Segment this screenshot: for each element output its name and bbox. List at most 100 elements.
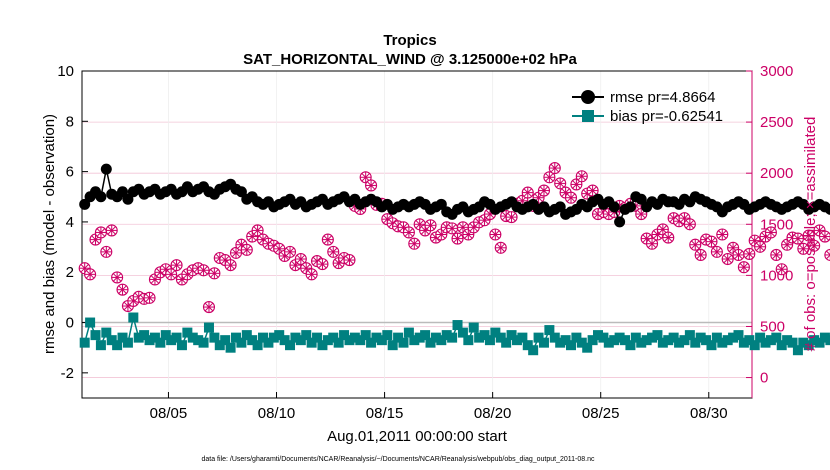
bias-marker xyxy=(263,337,274,348)
bias-marker xyxy=(312,332,323,343)
bias-marker xyxy=(230,332,241,343)
right-tick-label: 500 xyxy=(760,318,785,335)
obs-cross-a xyxy=(826,250,830,256)
obs-marker xyxy=(240,243,253,256)
bias-marker xyxy=(679,335,690,346)
bias-marker xyxy=(420,330,431,341)
bias-marker xyxy=(160,330,171,341)
bias-marker xyxy=(182,327,193,338)
left-tick-label: -2 xyxy=(61,365,74,382)
bias-marker xyxy=(322,335,333,346)
bias-marker xyxy=(744,335,755,346)
bias-marker xyxy=(657,337,668,348)
obs-marker xyxy=(802,229,815,242)
bias-marker xyxy=(533,332,544,343)
obs-marker xyxy=(521,186,534,199)
legend-rmse-marker xyxy=(581,90,595,104)
bias-marker xyxy=(247,335,258,346)
bias-marker xyxy=(317,340,328,351)
bias-marker xyxy=(819,332,830,343)
bias-marker xyxy=(717,337,728,348)
rmse-marker xyxy=(624,201,636,213)
bias-marker xyxy=(771,332,782,343)
obs-marker xyxy=(770,248,783,261)
bias-marker xyxy=(457,327,468,338)
bias-marker xyxy=(474,332,485,343)
obs-marker xyxy=(494,241,507,254)
bias-marker xyxy=(371,332,382,343)
bias-marker xyxy=(106,335,117,346)
bias-marker xyxy=(155,337,166,348)
bias-marker xyxy=(647,332,658,343)
footnote: data file: /Users/gharamti/Documents/NCA… xyxy=(201,456,595,463)
rmse-marker xyxy=(824,203,830,215)
bias-marker xyxy=(376,335,387,346)
obs-marker xyxy=(554,177,567,190)
bias-marker xyxy=(728,332,739,343)
bias-marker xyxy=(430,332,441,343)
bias-marker xyxy=(101,327,112,338)
left-tick-label: 8 xyxy=(66,113,74,130)
obs-marker xyxy=(694,248,707,261)
bias-marker xyxy=(403,327,414,338)
obs-marker xyxy=(732,248,745,261)
bias-marker xyxy=(663,335,674,346)
bias-marker xyxy=(193,335,204,346)
bias-marker xyxy=(636,337,647,348)
bias-marker xyxy=(690,337,701,348)
obs-marker xyxy=(775,263,788,276)
obs-marker xyxy=(754,240,767,253)
bias-marker xyxy=(301,330,312,341)
bias-marker xyxy=(79,337,90,348)
bias-marker xyxy=(387,340,398,351)
bias-marker xyxy=(328,332,339,343)
obs-marker xyxy=(586,184,599,197)
bias-marker xyxy=(128,312,139,323)
bias-marker xyxy=(495,332,506,343)
bias-marker xyxy=(225,342,236,353)
left-tick-label: 2 xyxy=(66,264,74,281)
bias-marker xyxy=(382,330,393,341)
bias-marker xyxy=(620,335,631,346)
obs-marker xyxy=(316,258,329,271)
obs-marker xyxy=(111,271,124,284)
bias-marker xyxy=(582,342,593,353)
obs-marker xyxy=(505,211,518,224)
bias-marker xyxy=(684,330,695,341)
bias-marker xyxy=(706,340,717,351)
bias-marker xyxy=(139,330,150,341)
obs-marker xyxy=(705,235,718,248)
x-axis: 08/05 08/10 08/15 08/20 08/25 08/30 xyxy=(150,392,728,422)
bias-marker xyxy=(792,345,803,356)
legend: rmse pr=4.8664 bias pr=-0.62541 xyxy=(572,89,723,125)
bias-marker xyxy=(393,332,404,343)
bias-marker xyxy=(733,330,744,341)
bias-marker xyxy=(468,322,479,333)
bias-marker xyxy=(441,330,452,341)
obs-marker xyxy=(645,237,659,250)
bias-marker xyxy=(695,332,706,343)
bias-marker xyxy=(593,330,604,341)
bias-marker xyxy=(285,340,296,351)
legend-rmse-label: rmse pr=4.8664 xyxy=(610,89,715,106)
bias-marker xyxy=(565,340,576,351)
bias-marker xyxy=(236,337,247,348)
obs-marker xyxy=(689,238,702,251)
bias-marker xyxy=(803,340,814,351)
bias-marker xyxy=(571,332,582,343)
left-tick-label: 0 xyxy=(66,315,74,332)
bias-marker xyxy=(614,332,625,343)
obs-marker xyxy=(143,291,156,304)
obs-marker xyxy=(402,226,415,239)
bias-marker xyxy=(268,332,279,343)
obs-marker xyxy=(224,259,237,272)
bias-marker xyxy=(522,340,533,351)
bias-marker xyxy=(825,335,830,346)
bias-marker xyxy=(609,335,620,346)
obs-marker xyxy=(251,224,264,237)
bias-marker xyxy=(641,335,652,346)
bias-marker xyxy=(560,335,571,346)
obs-marker xyxy=(197,264,210,277)
bias-marker xyxy=(339,330,350,341)
rmse-marker xyxy=(95,191,107,203)
